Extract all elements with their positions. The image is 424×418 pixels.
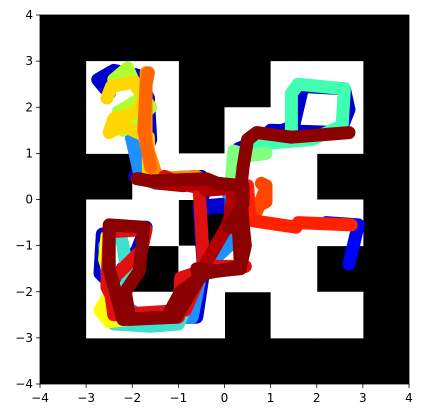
trajectory-line-12 bbox=[250, 176, 273, 218]
y-tick-label: −1 bbox=[15, 239, 33, 253]
trajectory-series-group bbox=[91, 61, 365, 333]
y-tick-label: 1 bbox=[25, 146, 33, 160]
x-tick-label: 2 bbox=[313, 391, 321, 405]
y-tick-label: 0 bbox=[25, 193, 33, 207]
y-tick-label: 3 bbox=[25, 54, 33, 68]
x-tick-label: 3 bbox=[359, 391, 367, 405]
trajectory-line-11 bbox=[137, 66, 158, 174]
y-tick-label: 2 bbox=[25, 100, 33, 114]
maze-floor-cell bbox=[316, 291, 364, 339]
trajectory-line-16 bbox=[102, 126, 356, 326]
x-tick-label: −1 bbox=[170, 391, 188, 405]
trajectory-line-5 bbox=[231, 77, 351, 165]
x-tick-label: 1 bbox=[267, 391, 275, 405]
maze-floor-cell bbox=[270, 291, 318, 339]
y-tick-label: −2 bbox=[15, 285, 33, 299]
y-tick-label: −4 bbox=[15, 377, 33, 391]
x-tick-label: −4 bbox=[31, 391, 49, 405]
axes: −4 −3 −2 −1 0 1 2 3 4 −4 −3 −2 −1 0 1 2 3 4 bbox=[15, 8, 413, 405]
x-tick-label: 0 bbox=[221, 391, 229, 405]
y-tick-label: −3 bbox=[15, 331, 33, 345]
x-tick-label: −3 bbox=[77, 391, 95, 405]
x-tick-label: −2 bbox=[123, 391, 141, 405]
trajectory-line-13 bbox=[241, 179, 358, 234]
maze-floor-cell bbox=[270, 153, 318, 200]
x-tick-label: 4 bbox=[405, 391, 413, 405]
y-tick-label: 4 bbox=[25, 8, 33, 22]
maze-floor-cell bbox=[270, 245, 318, 293]
